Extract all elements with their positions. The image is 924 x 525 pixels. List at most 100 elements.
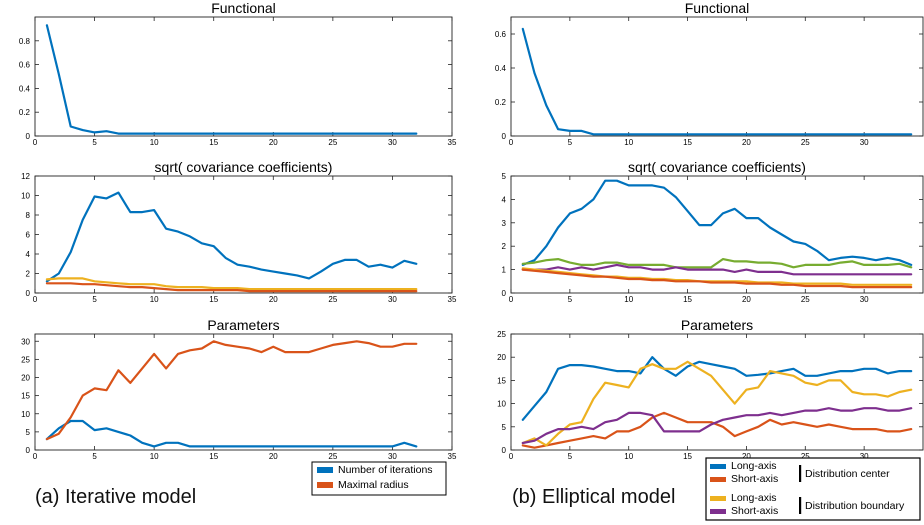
y-tick-label: 5 xyxy=(502,172,507,181)
x-tick-label: 25 xyxy=(328,295,337,304)
series-line-0 xyxy=(521,356,913,421)
y-tick-label: 0.6 xyxy=(19,61,31,70)
series-line-4 xyxy=(521,268,913,289)
x-tick-label: 5 xyxy=(92,138,97,147)
series-line-0 xyxy=(521,179,913,266)
x-tick-label: 10 xyxy=(150,295,159,304)
chart-title: Parameters xyxy=(207,317,279,333)
y-tick-label: 0.2 xyxy=(19,108,31,117)
y-tick-label: 4 xyxy=(502,195,507,204)
x-tick-label: 20 xyxy=(742,295,751,304)
x-tick-label: 35 xyxy=(448,452,457,461)
x-tick-label: 30 xyxy=(388,138,397,147)
series-line-0 xyxy=(45,419,418,448)
series-line-2 xyxy=(45,282,418,293)
series-line-1 xyxy=(521,411,913,449)
x-tick-label: 10 xyxy=(150,138,159,147)
x-tick-label: 10 xyxy=(624,452,633,461)
x-tick-label: 5 xyxy=(568,138,573,147)
legend-b-swatch-1 xyxy=(710,477,726,482)
x-tick-label: 10 xyxy=(150,452,159,461)
x-tick-label: 35 xyxy=(448,138,457,147)
legend-a-swatch-0 xyxy=(317,467,333,473)
y-tick-label: 0 xyxy=(26,446,31,455)
series-line-0 xyxy=(45,24,418,135)
series-line-2 xyxy=(521,263,913,276)
caption-left: (a) Iterative model xyxy=(35,486,197,508)
legend-b-group-1: Distribution boundary xyxy=(805,500,905,512)
chart-a-top: Functional 0 5 10 15 20 25 30 35 0 0.2 0.4 0.6 0.8 xyxy=(19,0,457,147)
x-tick-label: 5 xyxy=(568,295,573,304)
series-line-1 xyxy=(45,277,418,291)
x-tick-label: 20 xyxy=(269,452,278,461)
y-tick-label: 0 xyxy=(502,446,507,455)
x-tick-label: 15 xyxy=(683,295,692,304)
x-tick-label: 0 xyxy=(33,452,38,461)
axes-frame xyxy=(34,16,453,137)
chart-b-mid: sqrt( covariance coefficients)0 5 10 15 20 25… xyxy=(502,159,924,304)
axes-frame xyxy=(510,175,924,294)
x-tick-label: 25 xyxy=(328,138,337,147)
legend-b-swatch-3 xyxy=(710,509,726,514)
y-tick-label: 20 xyxy=(497,353,506,362)
chart-title: sqrt( covariance coefficients) xyxy=(155,159,333,175)
y-tick-label: 1 xyxy=(502,266,507,275)
legend-a-label-1: Maximal radius xyxy=(338,479,409,491)
y-tick-label: 0 xyxy=(26,289,31,298)
legend-b-swatch-0 xyxy=(710,464,726,469)
x-tick-label: 25 xyxy=(801,138,810,147)
legend-a-label-0: Number of iterations xyxy=(338,464,433,476)
x-tick-label: 20 xyxy=(742,452,751,461)
y-tick-label: 0 xyxy=(502,289,507,298)
y-tick-label: 0.2 xyxy=(495,98,507,107)
x-tick-label: 5 xyxy=(92,295,97,304)
axes-frame xyxy=(34,333,453,451)
x-tick-label: 10 xyxy=(624,138,633,147)
x-tick-label: 35 xyxy=(448,295,457,304)
y-tick-label: 6 xyxy=(26,231,31,240)
y-tick-label: 10 xyxy=(497,400,506,409)
y-tick-label: 15 xyxy=(21,392,30,401)
series-line-3 xyxy=(521,267,913,286)
chart-title: sqrt( covariance coefficients) xyxy=(628,159,806,175)
x-tick-label: 30 xyxy=(860,452,869,461)
y-tick-label: 12 xyxy=(21,172,30,181)
y-tick-label: 2 xyxy=(26,270,31,279)
y-tick-label: 8 xyxy=(26,211,31,220)
y-tick-label: 0.4 xyxy=(495,64,507,73)
x-tick-label: 20 xyxy=(269,138,278,147)
chart-a-mid: sqrt( covariance coefficients)0 5 10 15 20 25… xyxy=(21,159,457,304)
y-tick-label: 0.6 xyxy=(495,30,507,39)
x-tick-label: 30 xyxy=(860,295,869,304)
legend-a-swatch-1 xyxy=(317,482,333,488)
x-tick-label: 5 xyxy=(568,452,573,461)
legend-b-label-0: Long-axis xyxy=(731,460,777,472)
axes-frame xyxy=(34,175,453,294)
x-tick-label: 0 xyxy=(509,452,514,461)
series-line-1 xyxy=(521,258,913,269)
y-tick-label: 30 xyxy=(21,337,30,346)
chart-b-top: Functional 0 5 10 15 20 25 30 0 0.2 0.4 0.6 xyxy=(495,0,924,147)
legend-b: Long-axis Short-axis Long-axis Short-axi… xyxy=(705,457,921,521)
y-tick-label: 20 xyxy=(21,374,30,383)
legend-b-group-0: Distribution center xyxy=(805,468,890,480)
y-tick-label: 3 xyxy=(502,219,507,228)
x-tick-label: 15 xyxy=(683,138,692,147)
y-tick-label: 0.4 xyxy=(19,84,31,93)
y-tick-label: 4 xyxy=(26,250,31,259)
y-tick-label: 10 xyxy=(21,410,30,419)
x-tick-label: 15 xyxy=(209,295,218,304)
series-line-3 xyxy=(521,407,913,445)
legend-b-swatch-2 xyxy=(710,496,726,501)
series-line-0 xyxy=(521,27,913,136)
x-tick-label: 25 xyxy=(801,295,810,304)
y-tick-label: 5 xyxy=(502,423,507,432)
series-line-0 xyxy=(45,191,418,283)
x-tick-label: 25 xyxy=(801,452,810,461)
y-tick-label: 15 xyxy=(497,376,506,385)
x-tick-label: 0 xyxy=(33,295,38,304)
y-tick-label: 0.8 xyxy=(19,37,31,46)
y-tick-label: 5 xyxy=(26,428,31,437)
